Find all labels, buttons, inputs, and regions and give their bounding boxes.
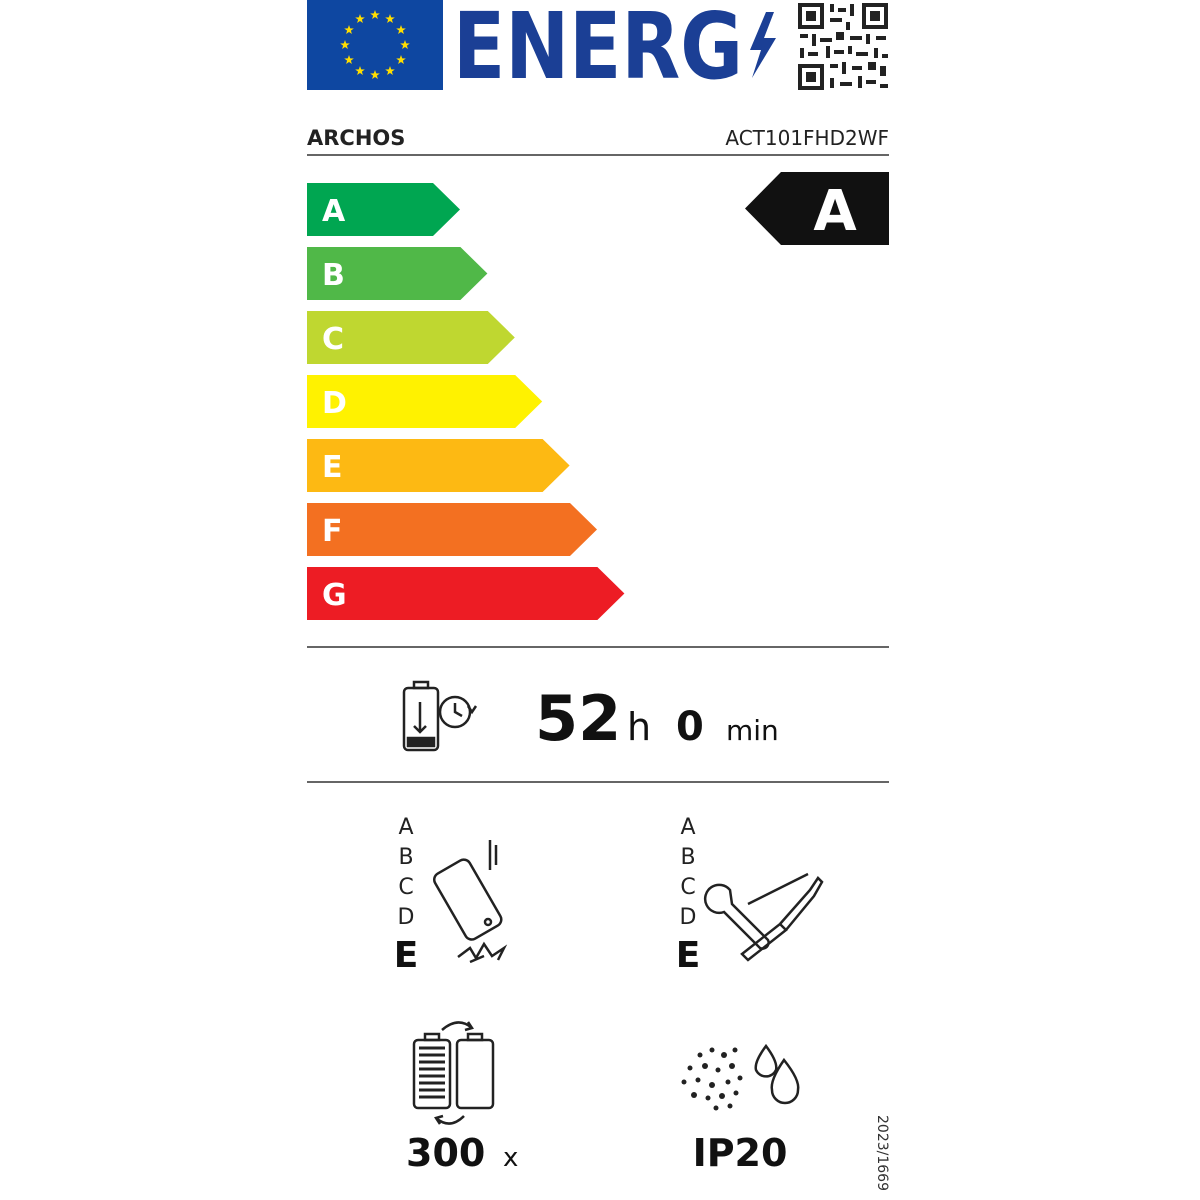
scale-letter: D: [398, 905, 415, 930]
hours-unit: h: [627, 705, 651, 749]
class-arrow: [307, 439, 570, 492]
rated-class: A: [813, 179, 857, 244]
class-letter: A: [322, 194, 346, 229]
class-arrow: [307, 567, 625, 620]
scale-letter: C: [680, 875, 695, 900]
class-arrow: [307, 375, 543, 428]
battery-cycles-icon: [412, 1021, 495, 1125]
class-arrow: [307, 503, 597, 556]
eu-flag: [307, 0, 443, 90]
class-arrow: [307, 183, 460, 236]
class-letter: E: [322, 450, 343, 485]
regulation-number: 2023/1669: [874, 1115, 890, 1191]
class-letter: F: [322, 514, 343, 549]
cycles-unit: x: [503, 1143, 518, 1173]
scale-letter: C: [398, 875, 413, 900]
rated-class-arrow: [745, 172, 889, 245]
scale-letter: D: [680, 905, 697, 930]
class-letter: B: [322, 258, 345, 293]
scale-letter: B: [680, 845, 695, 870]
class-letter: G: [322, 578, 347, 613]
selected-class: E: [394, 935, 419, 976]
repair-icon: [703, 872, 824, 962]
model-identifier: ACT101FHD2WF: [725, 126, 889, 150]
minutes-unit: min: [726, 714, 779, 747]
scale-letter: A: [680, 815, 695, 840]
class-arrow: [307, 311, 515, 364]
drop-icon: [432, 840, 508, 964]
supplier-name: ARCHOS: [307, 126, 405, 150]
energy-title: ENERG: [453, 0, 743, 100]
scale-letter: B: [398, 845, 413, 870]
selected-class: E: [676, 935, 701, 976]
lightning-icon: [750, 12, 776, 78]
class-letter: D: [322, 386, 347, 421]
battery-cycles: 300: [406, 1131, 485, 1175]
qr-code: [797, 2, 889, 92]
class-arrow: [307, 247, 488, 300]
endurance-minutes: 0: [676, 704, 704, 750]
ingress-icon: [681, 1043, 800, 1111]
endurance-hours: 52: [535, 682, 621, 755]
class-letter: C: [322, 322, 344, 357]
battery-endurance-icon: [402, 680, 478, 752]
ip-rating: IP20: [693, 1131, 788, 1175]
scale-letter: A: [398, 815, 413, 840]
